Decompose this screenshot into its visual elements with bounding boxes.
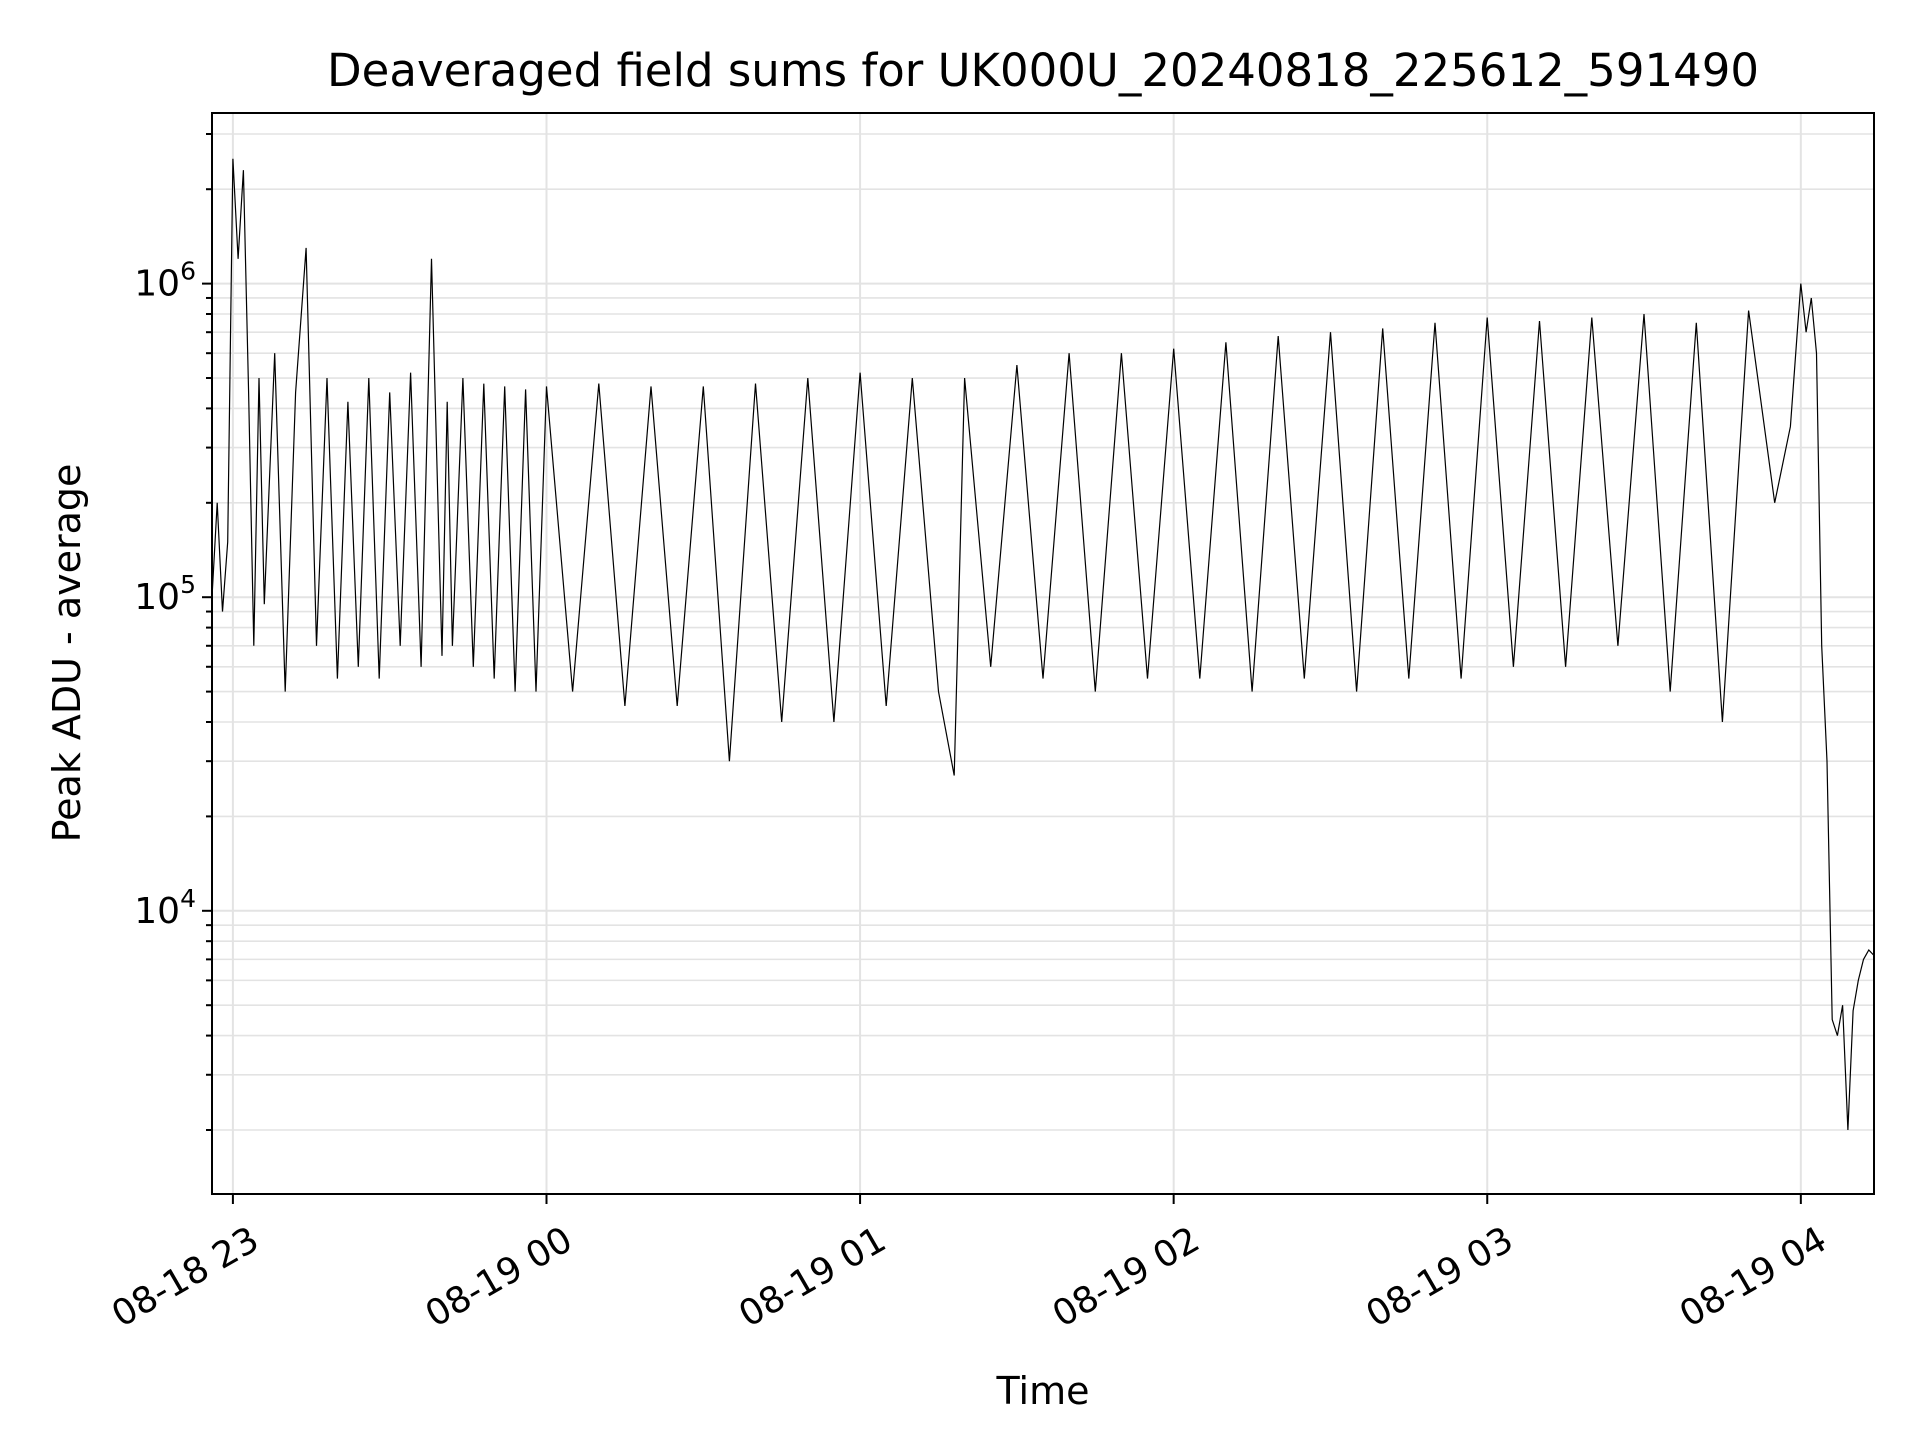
plot-frame <box>211 112 1875 1195</box>
y-axis-label: Peak ADU - average <box>45 464 89 843</box>
y-tick-label: 106 <box>134 257 196 305</box>
y-tick-label: 104 <box>134 884 196 932</box>
series-line <box>211 158 1875 1131</box>
y-tick-label: 105 <box>134 570 196 618</box>
chart-title: Deaveraged field sums for UK000U_2024081… <box>327 44 1759 97</box>
y-axis: 104 105 106 <box>134 132 212 1131</box>
grid <box>212 113 1874 1194</box>
x-axis-label: Time <box>996 1369 1090 1413</box>
